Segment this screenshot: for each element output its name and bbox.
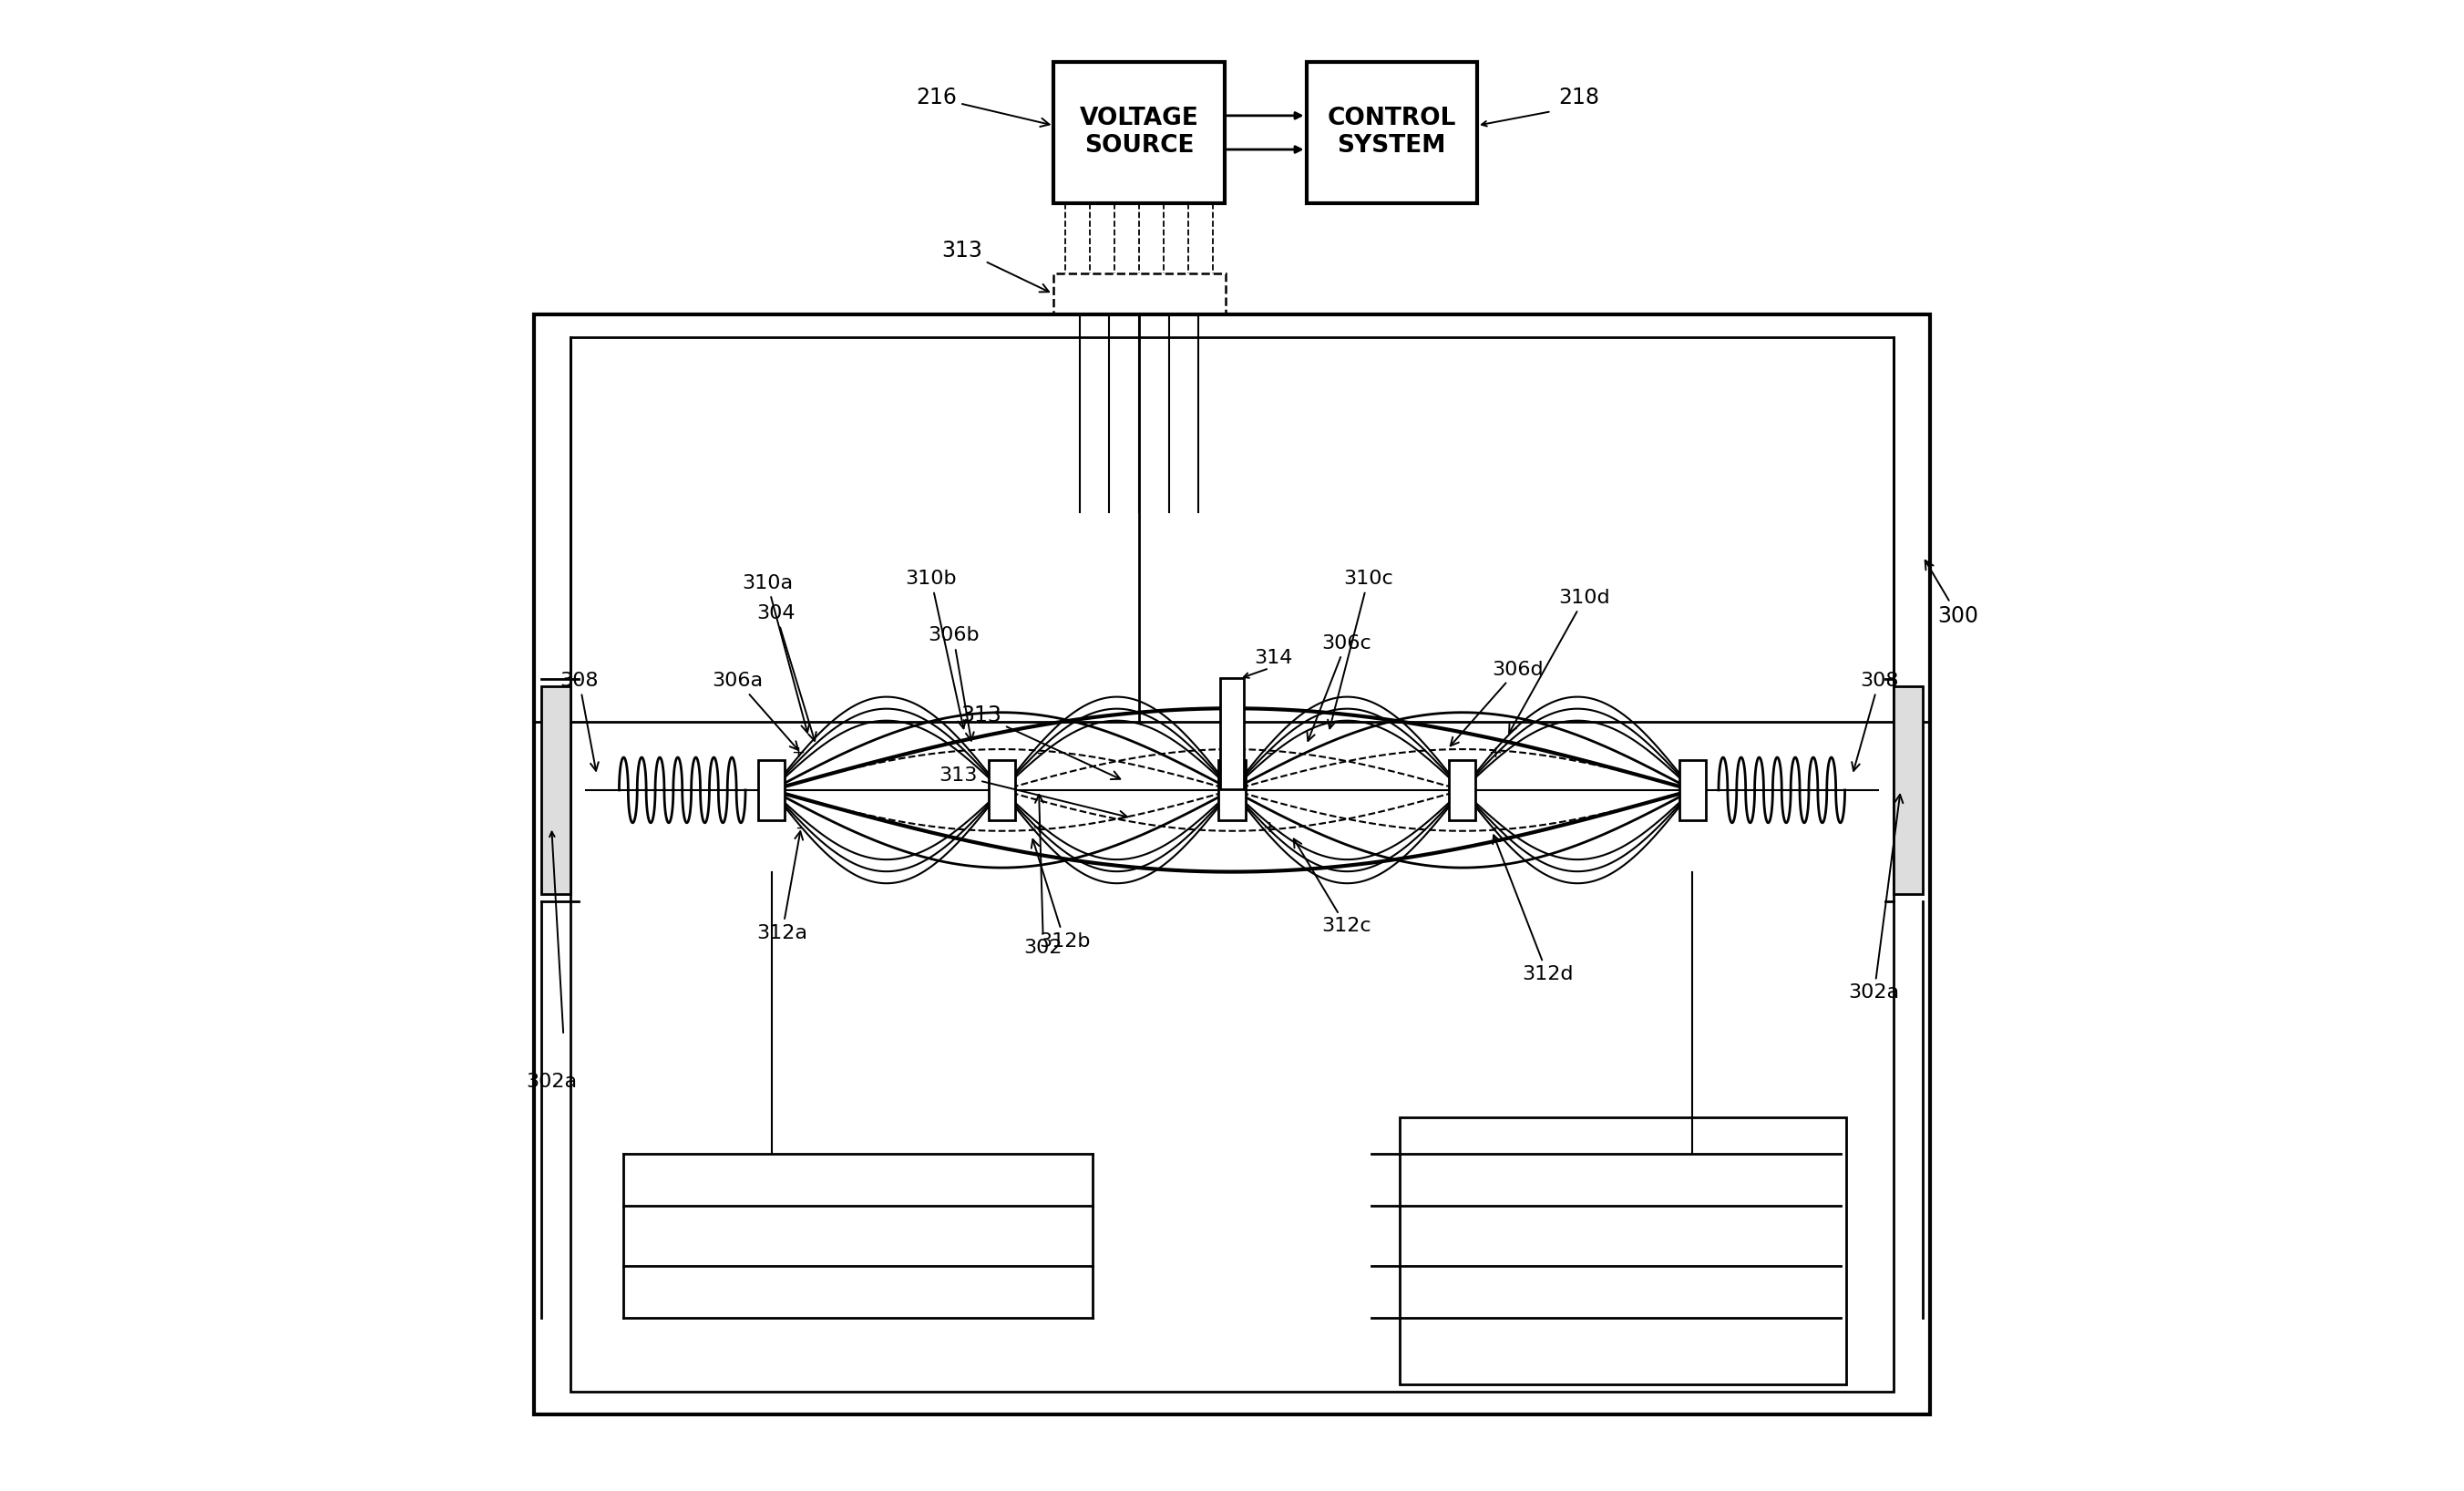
FancyBboxPatch shape xyxy=(1449,760,1476,820)
Text: 310b: 310b xyxy=(904,570,966,729)
Text: 312c: 312c xyxy=(1294,839,1370,935)
Text: 302: 302 xyxy=(1025,795,1062,957)
Text: 312a: 312a xyxy=(756,832,808,942)
Text: 313: 313 xyxy=(941,240,1050,292)
Text: 312d: 312d xyxy=(1493,835,1572,983)
Text: 216: 216 xyxy=(917,86,1050,127)
Text: +: + xyxy=(1032,819,1045,835)
Text: 310c: 310c xyxy=(1328,570,1392,729)
Text: +: + xyxy=(791,744,806,760)
Text: 300: 300 xyxy=(1924,561,1979,628)
Text: -: - xyxy=(1035,744,1042,760)
FancyBboxPatch shape xyxy=(1678,760,1705,820)
Text: 308: 308 xyxy=(559,671,599,771)
FancyBboxPatch shape xyxy=(759,760,786,820)
Text: 306a: 306a xyxy=(712,672,798,750)
Text: 308: 308 xyxy=(1853,671,1897,771)
Text: 306b: 306b xyxy=(926,626,978,741)
FancyBboxPatch shape xyxy=(542,686,572,895)
Text: -: - xyxy=(1266,744,1271,760)
Text: 304: 304 xyxy=(756,604,816,741)
Text: -: - xyxy=(1493,819,1498,835)
Text: CONTROL
SYSTEM: CONTROL SYSTEM xyxy=(1328,107,1456,158)
Text: +: + xyxy=(1262,819,1276,835)
FancyBboxPatch shape xyxy=(1220,760,1244,820)
Text: 302a: 302a xyxy=(527,1072,577,1091)
Text: +: + xyxy=(1488,744,1503,760)
Text: 313: 313 xyxy=(939,766,1129,819)
FancyBboxPatch shape xyxy=(988,760,1015,820)
Text: 314: 314 xyxy=(1254,649,1294,668)
Text: -: - xyxy=(796,819,801,835)
Text: 306c: 306c xyxy=(1306,634,1370,741)
Text: 306d: 306d xyxy=(1451,661,1542,746)
Text: 312b: 312b xyxy=(1032,839,1092,950)
Text: 310a: 310a xyxy=(742,574,808,732)
Text: VOLTAGE
SOURCE: VOLTAGE SOURCE xyxy=(1079,107,1200,158)
FancyBboxPatch shape xyxy=(1892,686,1922,895)
Text: 218: 218 xyxy=(1560,86,1599,109)
FancyBboxPatch shape xyxy=(1220,678,1244,789)
Text: 310d: 310d xyxy=(1508,589,1611,734)
Text: 313: 313 xyxy=(961,704,1121,780)
Text: 302a: 302a xyxy=(1848,795,1902,1002)
